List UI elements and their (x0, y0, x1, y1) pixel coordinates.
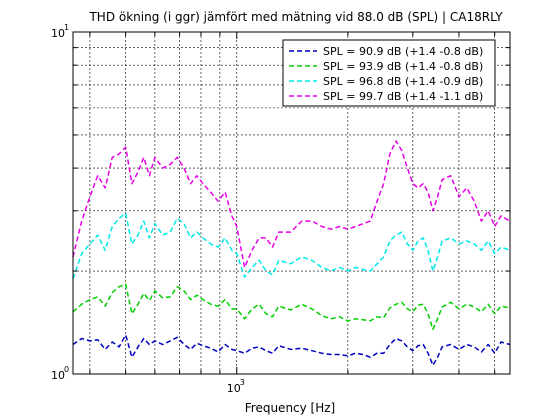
y-tick-label: 10 (51, 27, 65, 40)
x-tick-exponent: 3 (240, 378, 245, 387)
tick-labels: 10 310 010 1 (51, 23, 245, 395)
x-axis-label: Frequency [Hz] (245, 401, 336, 415)
series-line-1 (72, 334, 511, 367)
legend-label-3: SPL = 96.8 dB (+1.4 -0.9 dB) (323, 75, 483, 88)
legend-label-1: SPL = 90.9 dB (+1.4 -0.8 dB) (323, 45, 483, 58)
series-layer (72, 140, 511, 367)
axis-ticks (73, 31, 510, 375)
series-line-2 (72, 283, 511, 331)
series-line-3 (72, 212, 511, 279)
y-tick-exponent: 0 (64, 365, 69, 374)
grid-lines (73, 32, 510, 374)
legend-label-4: SPL = 99.7 dB (+1.4 -1.1 dB) (323, 90, 483, 103)
legend-label-2: SPL = 93.9 dB (+1.4 -0.8 dB) (323, 60, 483, 73)
y-tick-exponent: 1 (64, 23, 69, 32)
x-tick-label: 10 (227, 382, 241, 395)
plot-frame (72, 31, 511, 375)
legend-box (282, 39, 496, 107)
y-tick-label: 10 (51, 369, 65, 382)
legend: SPL = 90.9 dB (+1.4 -0.8 dB) SPL = 93.9 d… (282, 39, 496, 107)
chart-title: THD ökning (i ggr) jämfört med mätning v… (88, 10, 503, 24)
series-line-4 (72, 140, 511, 269)
